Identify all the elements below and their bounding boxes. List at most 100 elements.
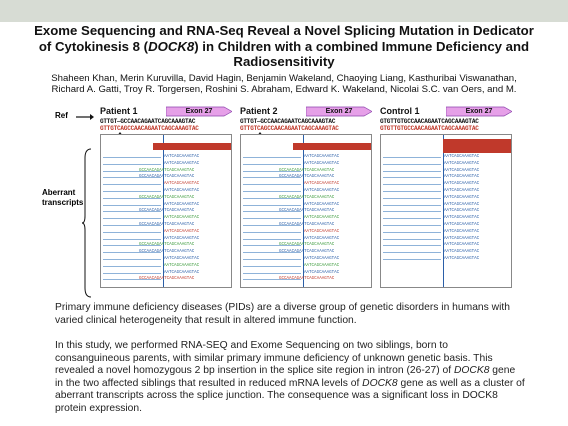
panel-title: Patient 1: [100, 106, 138, 116]
read-sequence: AATCAGCAAAGTAC: [444, 168, 480, 173]
read-sequence: AATCAGCAAAGTAC: [164, 229, 200, 234]
title-line-2b: ) in Children with a combined Immune Def…: [194, 38, 530, 54]
read-line: [383, 231, 441, 233]
ref-arrow-icon: [76, 114, 94, 120]
read-line: [383, 238, 441, 240]
read-line: [103, 265, 161, 267]
panel-3: Control 1 Exon 27 GTGTTGTGCCAACAGAATCAGCAA…: [380, 106, 512, 291]
read-line: [383, 211, 441, 213]
read-line: [103, 272, 161, 274]
read-line: [383, 218, 441, 220]
read-line: [243, 279, 301, 281]
read-line: [103, 259, 161, 260]
panel-title: Control 1: [380, 106, 420, 116]
read-sequence: AATCAGCAAAGTAC: [444, 257, 480, 261]
para2-part-a: In this study, we performed RNA-SEQ and …: [55, 340, 493, 377]
exon-arrow: Exon 27: [446, 106, 512, 117]
read-line: [243, 252, 301, 254]
read-line: [383, 191, 441, 192]
read-sequence: AATCAGCAAAGTAC: [164, 182, 200, 187]
read-line: [383, 225, 441, 226]
read-sequence: AATCAGCAAAGTAC: [304, 236, 340, 241]
exon-arrow: Exon 27: [306, 106, 372, 117]
sample-sequence: GTTGTCAGCCAACAGAATCAGCAAAGTAC: [100, 125, 199, 132]
reference-sequence: GTTGT—GCCAACAGAATCAGCAAAGTAC: [100, 118, 196, 125]
read-line: [243, 204, 301, 206]
exon-arrow: Exon 27: [166, 106, 232, 117]
read-sequence: GCCAACAGAATCAGCAAAGTAC: [279, 209, 335, 214]
read-sequence: AATCAGCAAAGTAC: [444, 223, 480, 227]
read-line: [383, 204, 441, 206]
read-sequence: AATCAGCAAAGTAC: [164, 236, 200, 241]
coverage-bar: [443, 139, 511, 153]
read-line: [103, 279, 161, 281]
read-line: [243, 191, 301, 192]
read-sequence: GCCAACAGAATCAGCAAAGTAC: [139, 277, 195, 282]
alignment-track: AATCAGCAAAGTAC AATCAGCAAAGTAC GCCAACAGAATC…: [100, 134, 232, 288]
author-list: Shaheen Khan, Merin Kuruvilla, David Hag…: [4, 73, 564, 96]
read-line: [243, 265, 301, 267]
reference-sequence: GTGTTGTGCCAACAGAATCAGCAAAGTAC: [380, 118, 479, 125]
read-line: [243, 238, 301, 240]
read-line: [103, 157, 161, 158]
read-sequence: GCCAACAGAATCAGCAAAGTAC: [139, 250, 195, 255]
read-line: [243, 218, 301, 220]
para2-part-b: gene in the two affected siblings that r…: [55, 365, 516, 389]
sample-sequence: GTTGTCAGCCAACAGAATCAGCAAAGTAC: [240, 125, 339, 132]
read-sequence: AATCAGCAAAGTAC: [444, 175, 480, 180]
read-line: [243, 177, 301, 179]
read-line: [103, 218, 161, 220]
read-line: [103, 191, 161, 192]
read-line: [383, 184, 441, 186]
read-sequence: AATCAGCAAAGTAC: [164, 189, 200, 193]
read-sequence: GCCAACAGAATCAGCAAAGTAC: [279, 277, 335, 282]
read-line: [243, 211, 301, 213]
read-sequence: GCCAACAGAATCAGCAAAGTAC: [279, 168, 335, 173]
read-line: [103, 197, 161, 199]
read-sequence: GCCAACAGAATCAGCAAAGTAC: [139, 223, 195, 227]
alignment-track: AATCAGCAAAGTAC AATCAGCAAAGTAC AATCAGCAAAGT…: [380, 134, 512, 288]
read-sequence: AATCAGCAAAGTAC: [444, 155, 480, 159]
splice-junction-line: [163, 135, 164, 287]
read-sequence: AATCAGCAAAGTAC: [164, 263, 200, 268]
exon-label: Exon 27: [325, 108, 353, 115]
read-line: [103, 211, 161, 213]
read-sequence: AATCAGCAAAGTAC: [444, 250, 480, 255]
authors-line-1: Shaheen Khan, Merin Kuruvilla, David Hag…: [51, 73, 517, 84]
read-sequence: GCCAACAGAATCAGCAAAGTAC: [139, 175, 195, 180]
ref-label: Ref: [55, 111, 68, 120]
read-sequence: GCCAACAGAATCAGCAAAGTAC: [279, 223, 335, 227]
read-line: [243, 157, 301, 158]
read-sequence: AATCAGCAAAGTAC: [444, 243, 480, 248]
top-banner: [0, 0, 568, 22]
read-sequence: GCCAACAGAATCAGCAAAGTAC: [139, 209, 195, 214]
title-line-3: Radiosensitivity: [233, 54, 335, 70]
para2-gene-1: DOCK8: [453, 365, 490, 377]
read-line: [103, 177, 161, 179]
read-sequence: AATCAGCAAAGTAC: [304, 257, 340, 261]
read-line: [103, 231, 161, 233]
read-sequence: GCCAACAGAATCAGCAAAGTAC: [139, 168, 195, 173]
read-line: [103, 170, 161, 172]
coverage-bar: [293, 143, 371, 150]
reference-sequence: GTTGT—GCCAACAGAATCAGCAAAGTAC: [240, 118, 336, 125]
sample-sequence: GTGTTGTGCCAACAGAATCAGCAAAGTAC: [380, 125, 479, 132]
para2-gene-2: DOCK8: [362, 377, 398, 389]
splice-junction-line: [443, 135, 444, 287]
aberrant-label: Aberrant transcripts: [42, 188, 83, 208]
read-sequence: GCCAACAGAATCAGCAAAGTAC: [279, 243, 335, 248]
read-line: [383, 259, 441, 260]
authors-line-2: Richard A. Gatti, Troy R. Torgersen, Ros…: [51, 84, 517, 96]
read-line: [243, 184, 301, 186]
read-sequence: AATCAGCAAAGTAC: [444, 209, 480, 214]
read-line: [383, 170, 441, 172]
read-sequence: AATCAGCAAAGTAC: [444, 202, 480, 207]
read-line: [243, 170, 301, 172]
read-sequence: AATCAGCAAAGTAC: [304, 229, 340, 234]
read-sequence: AATCAGCAAAGTAC: [444, 236, 480, 241]
read-line: [243, 163, 301, 165]
read-sequence: AATCAGCAAAGTAC: [444, 161, 480, 166]
read-sequence: AATCAGCAAAGTAC: [164, 270, 200, 275]
read-sequence: GCCAACAGAATCAGCAAAGTAC: [279, 195, 335, 200]
read-line: [243, 245, 301, 247]
